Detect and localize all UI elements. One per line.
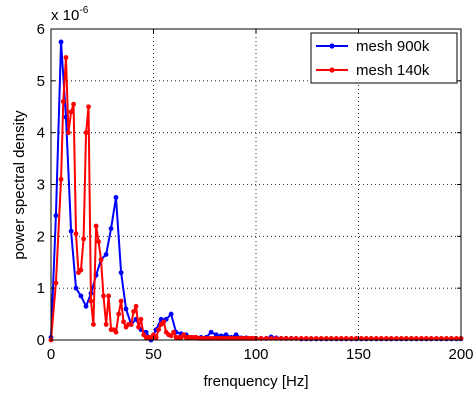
y-tick-label: 0 <box>37 332 45 349</box>
axis-ticks <box>50 28 462 341</box>
data-point-mesh-140k <box>136 324 141 330</box>
y-tick-label: 4 <box>37 125 45 142</box>
y-tick-label: 1 <box>37 280 45 297</box>
data-point-mesh-140k <box>78 267 84 273</box>
x-tick-label: 100 <box>243 346 268 363</box>
data-point-mesh-900k <box>168 311 174 317</box>
data-point-mesh-140k <box>93 223 99 229</box>
y-tick-label: 5 <box>37 73 45 90</box>
y-tick-label: 3 <box>37 177 45 194</box>
data-point-mesh-140k <box>63 55 69 60</box>
data-point-mesh-900k <box>123 306 129 312</box>
data-point-mesh-140k <box>98 257 104 263</box>
x-tick-label: 200 <box>448 346 473 363</box>
data-point-mesh-140k <box>153 335 159 340</box>
y-axis-label: power spectral density <box>11 110 28 260</box>
data-point-mesh-900k <box>68 228 74 234</box>
data-point-mesh-140k <box>116 311 122 317</box>
data-point-mesh-140k <box>156 327 162 333</box>
data-point-mesh-900k <box>213 332 219 338</box>
data-point-mesh-140k <box>86 104 91 110</box>
data-point-mesh-140k <box>88 298 94 304</box>
data-point-mesh-140k <box>58 176 64 182</box>
data-point-mesh-140k <box>118 298 124 304</box>
legend: mesh 900k mesh 140k <box>310 32 458 84</box>
data-point-mesh-140k <box>171 329 176 335</box>
legend-marker-mesh-900k <box>329 43 335 49</box>
x-axis-label: frenquency [Hz] <box>203 373 308 390</box>
data-point-mesh-140k <box>113 329 119 335</box>
legend-label-mesh-900k: mesh 900k <box>356 38 430 55</box>
data-point-mesh-900k <box>73 285 79 291</box>
y-tick-labels: 0 1 2 3 4 5 6 <box>37 21 45 349</box>
x-tick-label: 0 <box>47 346 55 363</box>
data-point-mesh-140k <box>101 293 106 299</box>
data-point-mesh-140k <box>73 231 79 237</box>
data-point-mesh-140k <box>103 322 109 327</box>
data-point-mesh-900k <box>53 213 59 219</box>
data-point-mesh-140k <box>138 316 144 322</box>
y-tick-label: 6 <box>37 21 45 38</box>
data-point-mesh-140k <box>131 309 137 314</box>
y-exponent-label: x 10-6 <box>51 5 89 24</box>
data-point-mesh-900k <box>233 332 239 338</box>
data-point-mesh-900k <box>208 329 214 335</box>
data-point-mesh-900k <box>118 270 124 276</box>
legend-label-mesh-140k: mesh 140k <box>356 62 430 79</box>
data-point-mesh-900k <box>58 39 64 45</box>
data-point-mesh-140k <box>91 322 96 327</box>
data-point-mesh-140k <box>121 319 126 325</box>
data-point-mesh-140k <box>71 101 76 107</box>
data-point-mesh-900k <box>223 332 229 338</box>
data-point-mesh-140k <box>53 280 59 286</box>
data-point-mesh-900k <box>103 252 109 257</box>
data-point-mesh-140k <box>133 303 139 309</box>
data-point-mesh-140k <box>106 293 112 299</box>
data-point-mesh-140k <box>128 322 134 327</box>
data-point-mesh-140k <box>168 333 174 339</box>
data-point-mesh-140k <box>60 99 66 104</box>
data-point-mesh-140k <box>83 130 89 136</box>
data-point-mesh-140k <box>161 319 167 325</box>
legend-box <box>310 32 458 84</box>
legend-marker-mesh-140k <box>329 67 335 73</box>
x-tick-label: 50 <box>145 346 162 363</box>
data-point-mesh-140k <box>66 130 71 136</box>
data-point-mesh-140k <box>68 109 74 115</box>
data-point-mesh-140k <box>81 236 86 242</box>
data-point-mesh-900k <box>108 226 114 231</box>
x-tick-labels: 0 50 100 150 200 <box>47 346 474 363</box>
x-tick-label: 150 <box>346 346 371 363</box>
data-point-mesh-900k <box>113 195 119 200</box>
data-point-mesh-140k <box>96 239 101 244</box>
y-tick-label: 2 <box>37 228 45 245</box>
data-point-mesh-900k <box>78 293 84 299</box>
data-point-mesh-900k <box>83 303 89 309</box>
